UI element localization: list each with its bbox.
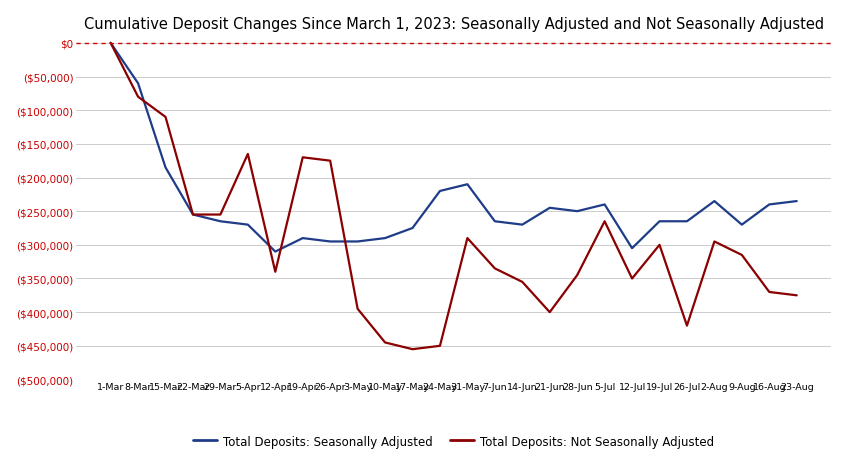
Total Deposits: Not Seasonally Adjusted: (3, -2.55e+05): Not Seasonally Adjusted: (3, -2.55e+05) bbox=[188, 213, 198, 218]
Total Deposits: Not Seasonally Adjusted: (5, -1.65e+05): Not Seasonally Adjusted: (5, -1.65e+05) bbox=[243, 152, 253, 157]
Total Deposits: Seasonally Adjusted: (9, -2.95e+05): Seasonally Adjusted: (9, -2.95e+05) bbox=[353, 239, 363, 245]
Total Deposits: Seasonally Adjusted: (12, -2.2e+05): Seasonally Adjusted: (12, -2.2e+05) bbox=[435, 189, 445, 194]
Total Deposits: Seasonally Adjusted: (11, -2.75e+05): Seasonally Adjusted: (11, -2.75e+05) bbox=[407, 226, 417, 232]
Legend: Total Deposits: Seasonally Adjusted, Total Deposits: Not Seasonally Adjusted: Total Deposits: Seasonally Adjusted, Tot… bbox=[188, 430, 719, 452]
Total Deposits: Not Seasonally Adjusted: (7, -1.7e+05): Not Seasonally Adjusted: (7, -1.7e+05) bbox=[298, 155, 308, 161]
Total Deposits: Not Seasonally Adjusted: (14, -3.35e+05): Not Seasonally Adjusted: (14, -3.35e+05) bbox=[490, 266, 500, 272]
Total Deposits: Not Seasonally Adjusted: (15, -3.55e+05): Not Seasonally Adjusted: (15, -3.55e+05) bbox=[517, 280, 527, 285]
Total Deposits: Seasonally Adjusted: (18, -2.4e+05): Seasonally Adjusted: (18, -2.4e+05) bbox=[600, 202, 610, 208]
Total Deposits: Not Seasonally Adjusted: (2, -1.1e+05): Not Seasonally Adjusted: (2, -1.1e+05) bbox=[160, 115, 170, 120]
Total Deposits: Not Seasonally Adjusted: (25, -3.75e+05): Not Seasonally Adjusted: (25, -3.75e+05) bbox=[792, 293, 802, 299]
Total Deposits: Not Seasonally Adjusted: (24, -3.7e+05): Not Seasonally Adjusted: (24, -3.7e+05) bbox=[764, 289, 774, 295]
Total Deposits: Seasonally Adjusted: (6, -3.1e+05): Seasonally Adjusted: (6, -3.1e+05) bbox=[271, 249, 281, 255]
Total Deposits: Not Seasonally Adjusted: (1, -8e+04): Not Seasonally Adjusted: (1, -8e+04) bbox=[133, 95, 143, 100]
Total Deposits: Not Seasonally Adjusted: (12, -4.5e+05): Not Seasonally Adjusted: (12, -4.5e+05) bbox=[435, 343, 445, 349]
Total Deposits: Not Seasonally Adjusted: (17, -3.45e+05): Not Seasonally Adjusted: (17, -3.45e+05) bbox=[572, 273, 583, 278]
Total Deposits: Not Seasonally Adjusted: (11, -4.55e+05): Not Seasonally Adjusted: (11, -4.55e+05) bbox=[407, 347, 417, 352]
Total Deposits: Seasonally Adjusted: (4, -2.65e+05): Seasonally Adjusted: (4, -2.65e+05) bbox=[215, 219, 226, 225]
Total Deposits: Seasonally Adjusted: (1, -6e+04): Seasonally Adjusted: (1, -6e+04) bbox=[133, 81, 143, 87]
Title: Cumulative Deposit Changes Since March 1, 2023: Seasonally Adjusted and Not Seas: Cumulative Deposit Changes Since March 1… bbox=[84, 17, 823, 32]
Total Deposits: Seasonally Adjusted: (23, -2.7e+05): Seasonally Adjusted: (23, -2.7e+05) bbox=[737, 222, 747, 228]
Total Deposits: Not Seasonally Adjusted: (6, -3.4e+05): Not Seasonally Adjusted: (6, -3.4e+05) bbox=[271, 269, 281, 275]
Total Deposits: Seasonally Adjusted: (20, -2.65e+05): Seasonally Adjusted: (20, -2.65e+05) bbox=[655, 219, 665, 225]
Total Deposits: Not Seasonally Adjusted: (23, -3.15e+05): Not Seasonally Adjusted: (23, -3.15e+05) bbox=[737, 253, 747, 258]
Total Deposits: Seasonally Adjusted: (8, -2.95e+05): Seasonally Adjusted: (8, -2.95e+05) bbox=[325, 239, 335, 245]
Total Deposits: Seasonally Adjusted: (10, -2.9e+05): Seasonally Adjusted: (10, -2.9e+05) bbox=[380, 236, 390, 241]
Total Deposits: Seasonally Adjusted: (3, -2.55e+05): Seasonally Adjusted: (3, -2.55e+05) bbox=[188, 213, 198, 218]
Total Deposits: Seasonally Adjusted: (2, -1.85e+05): Seasonally Adjusted: (2, -1.85e+05) bbox=[160, 165, 170, 171]
Total Deposits: Seasonally Adjusted: (5, -2.7e+05): Seasonally Adjusted: (5, -2.7e+05) bbox=[243, 222, 253, 228]
Total Deposits: Not Seasonally Adjusted: (10, -4.45e+05): Not Seasonally Adjusted: (10, -4.45e+05) bbox=[380, 340, 390, 345]
Line: Total Deposits: Not Seasonally Adjusted: Total Deposits: Not Seasonally Adjusted bbox=[110, 44, 797, 350]
Total Deposits: Seasonally Adjusted: (21, -2.65e+05): Seasonally Adjusted: (21, -2.65e+05) bbox=[682, 219, 692, 225]
Total Deposits: Seasonally Adjusted: (14, -2.65e+05): Seasonally Adjusted: (14, -2.65e+05) bbox=[490, 219, 500, 225]
Total Deposits: Seasonally Adjusted: (15, -2.7e+05): Seasonally Adjusted: (15, -2.7e+05) bbox=[517, 222, 527, 228]
Total Deposits: Not Seasonally Adjusted: (9, -3.95e+05): Not Seasonally Adjusted: (9, -3.95e+05) bbox=[353, 307, 363, 312]
Total Deposits: Not Seasonally Adjusted: (16, -4e+05): Not Seasonally Adjusted: (16, -4e+05) bbox=[544, 310, 555, 315]
Total Deposits: Seasonally Adjusted: (19, -3.05e+05): Seasonally Adjusted: (19, -3.05e+05) bbox=[627, 246, 637, 251]
Total Deposits: Seasonally Adjusted: (22, -2.35e+05): Seasonally Adjusted: (22, -2.35e+05) bbox=[709, 199, 719, 204]
Total Deposits: Seasonally Adjusted: (25, -2.35e+05): Seasonally Adjusted: (25, -2.35e+05) bbox=[792, 199, 802, 204]
Total Deposits: Not Seasonally Adjusted: (8, -1.75e+05): Not Seasonally Adjusted: (8, -1.75e+05) bbox=[325, 158, 335, 164]
Total Deposits: Not Seasonally Adjusted: (13, -2.9e+05): Not Seasonally Adjusted: (13, -2.9e+05) bbox=[462, 236, 472, 241]
Total Deposits: Not Seasonally Adjusted: (19, -3.5e+05): Not Seasonally Adjusted: (19, -3.5e+05) bbox=[627, 276, 637, 282]
Total Deposits: Not Seasonally Adjusted: (18, -2.65e+05): Not Seasonally Adjusted: (18, -2.65e+05) bbox=[600, 219, 610, 225]
Total Deposits: Seasonally Adjusted: (7, -2.9e+05): Seasonally Adjusted: (7, -2.9e+05) bbox=[298, 236, 308, 241]
Total Deposits: Not Seasonally Adjusted: (0, 0): Not Seasonally Adjusted: (0, 0) bbox=[105, 41, 115, 47]
Line: Total Deposits: Seasonally Adjusted: Total Deposits: Seasonally Adjusted bbox=[110, 44, 797, 252]
Total Deposits: Not Seasonally Adjusted: (20, -3e+05): Not Seasonally Adjusted: (20, -3e+05) bbox=[655, 243, 665, 248]
Total Deposits: Not Seasonally Adjusted: (22, -2.95e+05): Not Seasonally Adjusted: (22, -2.95e+05) bbox=[709, 239, 719, 245]
Total Deposits: Not Seasonally Adjusted: (4, -2.55e+05): Not Seasonally Adjusted: (4, -2.55e+05) bbox=[215, 213, 226, 218]
Total Deposits: Seasonally Adjusted: (13, -2.1e+05): Seasonally Adjusted: (13, -2.1e+05) bbox=[462, 182, 472, 188]
Total Deposits: Seasonally Adjusted: (0, 0): Seasonally Adjusted: (0, 0) bbox=[105, 41, 115, 47]
Total Deposits: Seasonally Adjusted: (16, -2.45e+05): Seasonally Adjusted: (16, -2.45e+05) bbox=[544, 206, 555, 211]
Total Deposits: Seasonally Adjusted: (24, -2.4e+05): Seasonally Adjusted: (24, -2.4e+05) bbox=[764, 202, 774, 208]
Total Deposits: Not Seasonally Adjusted: (21, -4.2e+05): Not Seasonally Adjusted: (21, -4.2e+05) bbox=[682, 323, 692, 329]
Total Deposits: Seasonally Adjusted: (17, -2.5e+05): Seasonally Adjusted: (17, -2.5e+05) bbox=[572, 209, 583, 214]
